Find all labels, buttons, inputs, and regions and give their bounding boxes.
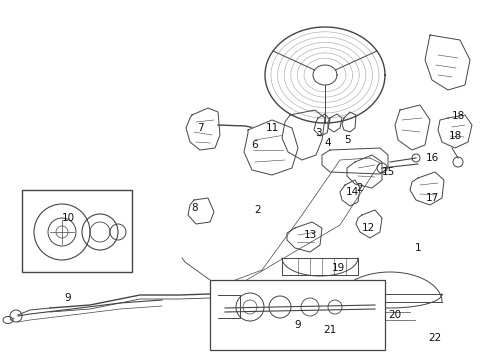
- Text: 3: 3: [315, 128, 321, 138]
- Polygon shape: [342, 112, 356, 132]
- Text: 4: 4: [325, 138, 331, 148]
- Polygon shape: [188, 198, 214, 224]
- Polygon shape: [282, 258, 358, 276]
- Polygon shape: [265, 27, 385, 123]
- Polygon shape: [186, 108, 220, 150]
- Text: 18: 18: [448, 131, 462, 141]
- Text: 12: 12: [362, 223, 375, 233]
- Text: 14: 14: [345, 187, 359, 197]
- Text: 20: 20: [389, 310, 402, 320]
- Bar: [210, 280, 385, 350]
- Text: 15: 15: [381, 167, 394, 177]
- Text: 2: 2: [357, 183, 363, 193]
- Text: 7: 7: [196, 123, 203, 133]
- Text: 11: 11: [266, 123, 279, 133]
- Polygon shape: [395, 105, 430, 150]
- Polygon shape: [313, 65, 337, 85]
- Text: 9: 9: [65, 293, 72, 303]
- Polygon shape: [322, 148, 388, 174]
- Polygon shape: [356, 210, 382, 238]
- Polygon shape: [425, 35, 470, 90]
- Polygon shape: [282, 110, 325, 160]
- Bar: [22, 190, 132, 272]
- Text: 22: 22: [428, 333, 441, 343]
- Text: 17: 17: [425, 193, 439, 203]
- Polygon shape: [328, 114, 342, 132]
- Text: 13: 13: [303, 230, 317, 240]
- Polygon shape: [338, 272, 442, 302]
- Polygon shape: [347, 155, 382, 188]
- Text: 1: 1: [415, 243, 421, 253]
- Text: 21: 21: [323, 325, 337, 335]
- Polygon shape: [222, 158, 380, 290]
- Polygon shape: [410, 172, 444, 205]
- Polygon shape: [244, 120, 298, 175]
- Polygon shape: [340, 180, 360, 206]
- Text: 10: 10: [61, 213, 74, 223]
- Text: 19: 19: [331, 263, 344, 273]
- Text: 2: 2: [255, 205, 261, 215]
- Text: 16: 16: [425, 153, 439, 163]
- Text: 6: 6: [252, 140, 258, 150]
- Text: 18: 18: [451, 111, 465, 121]
- Polygon shape: [314, 114, 330, 136]
- Text: 9: 9: [294, 320, 301, 330]
- Polygon shape: [438, 115, 472, 148]
- Text: 5: 5: [343, 135, 350, 145]
- Polygon shape: [287, 222, 322, 252]
- Text: 8: 8: [192, 203, 198, 213]
